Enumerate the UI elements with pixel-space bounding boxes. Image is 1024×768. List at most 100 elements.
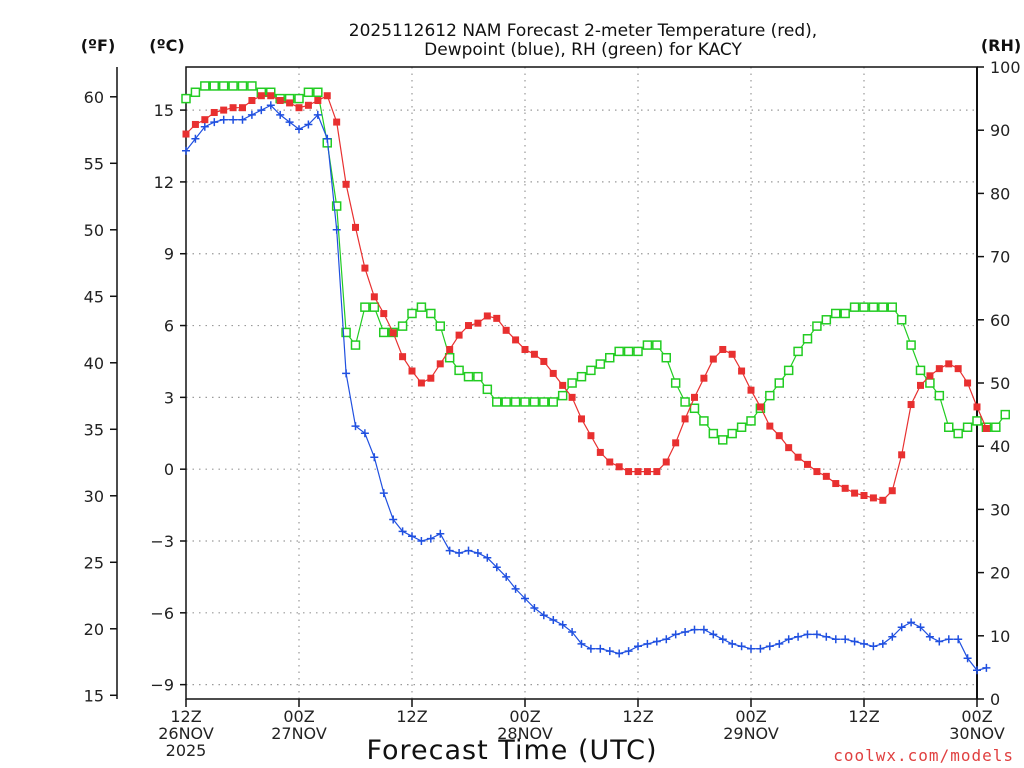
dewpoint-point: [323, 134, 332, 143]
dewpoint-point: [897, 623, 906, 632]
dewpoint-point: [634, 642, 642, 651]
chart-title-line-2: Dewpoint (blue), RH (green) for KACY: [424, 40, 742, 60]
2-meter-temperature-point: [775, 432, 783, 440]
rh-point: [407, 308, 417, 319]
2-meter-temperature-point: [182, 130, 190, 138]
dewpoint-point: [765, 642, 774, 651]
rh-point: [190, 87, 201, 98]
rh-point: [944, 422, 954, 432]
2-meter-temperature-point: [907, 401, 915, 409]
dewpoint-point: [276, 110, 285, 119]
rh-point: [331, 201, 342, 211]
2-meter-temperature-line: [185, 94, 987, 501]
dewpoint-point: [869, 642, 878, 651]
plot-frame: [185, 66, 978, 700]
dewpoint-point: [822, 632, 831, 641]
2-meter-temperature-point: [380, 310, 388, 318]
2-meter-temperature-point: [295, 104, 303, 112]
dewpoint-point: [803, 630, 812, 639]
2-meter-temperature-point: [945, 360, 953, 368]
x-tick-label: 12Z: [622, 707, 653, 726]
dewpoint-point: [643, 639, 652, 648]
rh-point: [539, 397, 549, 407]
rh-tick-label: 40: [990, 437, 1010, 456]
rh-tick-label: 70: [990, 248, 1010, 267]
dewpoint-point: [389, 515, 398, 524]
celsius-tick-label: −9: [150, 676, 174, 695]
x-tick-label: 12Z: [848, 707, 879, 726]
rh-point: [887, 302, 897, 312]
celsius-tick-label: 12: [154, 173, 174, 192]
rh-point: [765, 390, 775, 401]
celsius-tick-label: −3: [150, 532, 174, 551]
rh-point: [633, 346, 643, 357]
dewpoint-point: [652, 637, 661, 646]
rh-point: [379, 327, 389, 338]
2-meter-temperature-point: [427, 374, 435, 382]
2-meter-temperature-point: [530, 350, 538, 358]
dewpoint-point: [586, 644, 595, 653]
2-meter-temperature-point: [879, 496, 887, 504]
2-meter-temperature-point: [408, 367, 416, 375]
rh-point: [859, 302, 869, 312]
dewpoint-point: [483, 553, 492, 562]
2-meter-temperature-point: [653, 468, 661, 476]
dewpoint-point: [624, 647, 633, 656]
dewpoint-point: [398, 527, 407, 536]
2-meter-temperature-point: [370, 293, 378, 301]
fahrenheit-tick-label: 25: [84, 553, 104, 572]
rh-point: [736, 422, 747, 432]
dewpoint-point: [332, 225, 341, 234]
dewpoint-point: [671, 630, 680, 639]
rh-point: [529, 397, 540, 407]
fahrenheit-tick-label: 35: [84, 420, 104, 439]
rh-point: [934, 390, 945, 401]
rh-point: [991, 422, 1001, 432]
2-meter-temperature-point: [738, 367, 746, 375]
rh-point: [718, 435, 728, 445]
rh-point: [623, 346, 634, 357]
rh-point: [614, 346, 624, 357]
rh-point: [303, 87, 314, 98]
rh-point: [953, 428, 963, 439]
rh-tick-label: 100: [990, 58, 1021, 77]
2-meter-temperature-point: [926, 372, 934, 380]
x-tick-label: 00Z: [509, 707, 540, 726]
2-meter-temperature-point: [229, 104, 237, 112]
rh-point: [209, 81, 219, 91]
rh-point: [595, 359, 606, 369]
2-meter-temperature-point: [323, 92, 331, 100]
dewpoint-point: [238, 115, 247, 124]
x-tick-label: 12Z: [170, 707, 201, 726]
dewpoint-point: [907, 618, 916, 627]
rh-line: [185, 85, 1006, 441]
rh-point: [831, 308, 841, 319]
2-meter-temperature-point: [747, 386, 755, 394]
2-meter-temperature-point: [596, 448, 604, 456]
dewpoint-point: [784, 635, 793, 644]
dewpoint-point: [210, 118, 219, 127]
data-series: [181, 81, 1010, 675]
dewpoint-point: [257, 106, 266, 115]
2-meter-temperature-point: [851, 489, 859, 497]
rh-point: [661, 352, 671, 363]
2-meter-temperature-point: [935, 365, 943, 373]
rh-point: [896, 315, 907, 325]
rh-point: [793, 346, 803, 357]
rh-point: [520, 397, 530, 407]
2-meter-temperature-point: [606, 458, 614, 466]
2-meter-temperature-point: [220, 106, 228, 114]
2-meter-temperature-point: [917, 381, 924, 389]
dewpoint-point: [935, 637, 944, 646]
dewpoint-point: [182, 146, 190, 155]
dewpoint-point: [229, 115, 238, 124]
dewpoint-point: [313, 110, 322, 119]
rh-point: [444, 352, 455, 363]
dewpoint-point: [219, 115, 228, 124]
rh-point: [294, 93, 304, 104]
2-meter-temperature-point: [210, 108, 218, 116]
rh-point: [492, 397, 502, 407]
tick-labels: 6055504540353025201515129630−3−6−9100908…: [84, 58, 1021, 760]
2-meter-temperature-point: [559, 381, 567, 389]
2-meter-temperature-point: [267, 92, 275, 100]
